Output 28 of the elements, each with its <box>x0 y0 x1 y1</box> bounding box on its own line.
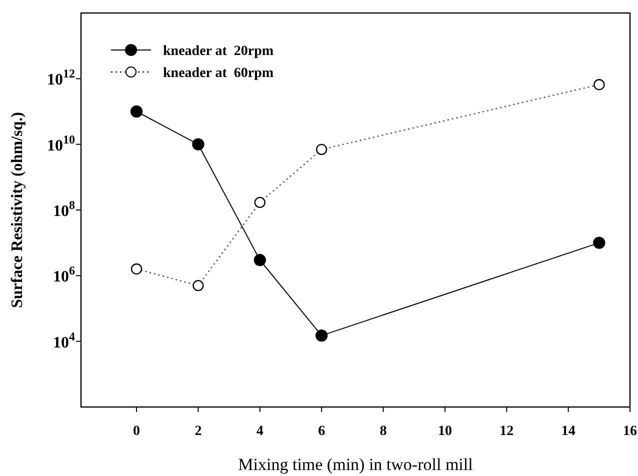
x-tick-label: 4 <box>256 424 264 439</box>
x-axis-title: Mixing time (min) in two-roll mill <box>238 455 474 474</box>
x-tick-label: 2 <box>194 424 202 439</box>
y-tick-label: 10$^{4}$ <box>53 329 75 352</box>
x-tick-label: 14 <box>561 424 576 439</box>
x-tick-label: 8 <box>380 424 387 439</box>
x-tick-label: 10 <box>438 424 452 439</box>
point <box>315 329 328 342</box>
x-tick-label: 16 <box>623 424 637 439</box>
point <box>594 78 605 90</box>
x-tick-label: 0 <box>133 424 140 439</box>
y-axis-title: Surface Resistivity (ohm/sq.) <box>9 112 26 308</box>
y-tick-label: 10$^{10}$ <box>47 132 75 154</box>
point <box>254 254 266 266</box>
x-tick-label: 6 <box>318 424 326 439</box>
point <box>192 280 204 292</box>
point <box>593 236 606 249</box>
point <box>316 144 328 156</box>
point <box>130 263 142 275</box>
legend-label: kneader at 60rpm <box>163 66 274 81</box>
point <box>192 138 204 150</box>
y-tick-label: 10$^{12}$ <box>47 66 75 89</box>
legend-label: kneader at 20rpm <box>163 44 274 59</box>
point <box>254 196 266 208</box>
y-tick-label: 10$^{8}$ <box>53 198 75 220</box>
point <box>130 105 143 118</box>
y-tick-label: 10$^{6}$ <box>53 264 75 286</box>
x-tick-label: 12 <box>500 424 514 439</box>
